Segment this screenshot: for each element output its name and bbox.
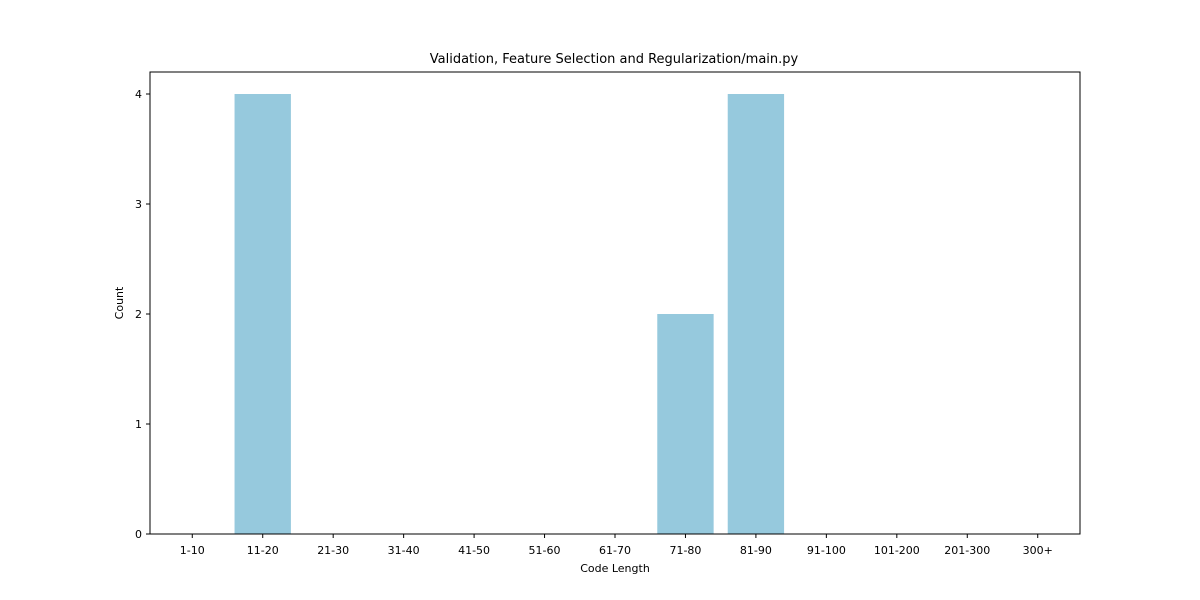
y-tick-label: 1 — [135, 418, 142, 431]
bars-group — [234, 94, 785, 534]
y-tick-label: 2 — [135, 308, 142, 321]
x-tick-label: 31-40 — [388, 544, 420, 557]
x-tick-label: 61-70 — [599, 544, 631, 557]
bar-71-80 — [657, 314, 714, 534]
bar-81-90 — [727, 94, 785, 534]
x-tick-label: 51-60 — [529, 544, 561, 557]
x-axis-label: Code Length — [580, 562, 650, 575]
x-tick-label: 101-200 — [874, 544, 920, 557]
y-axis-ticks: 0 1 2 3 4 — [135, 88, 150, 541]
x-tick-label: 81-90 — [740, 544, 772, 557]
x-tick-label: 1-10 — [180, 544, 205, 557]
x-tick-label: 71-80 — [669, 544, 701, 557]
y-tick-label: 3 — [135, 198, 142, 211]
x-tick-label: 11-20 — [247, 544, 279, 557]
x-tick-label: 21-30 — [317, 544, 349, 557]
y-tick-label: 0 — [135, 528, 142, 541]
chart-title: Validation, Feature Selection and Regula… — [430, 52, 799, 67]
bar-11-20 — [234, 94, 291, 534]
x-tick-label: 41-50 — [458, 544, 490, 557]
x-axis-ticks: 1-10 11-20 21-30 31-40 41-50 51-60 61-70 71-80 8… — [180, 534, 1053, 557]
x-tick-label: 201-300 — [944, 544, 990, 557]
x-tick-label: 91-100 — [807, 544, 846, 557]
x-tick-label: 300+ — [1023, 544, 1053, 557]
y-axis-label: Count — [113, 286, 126, 319]
y-tick-label: 4 — [135, 88, 142, 101]
